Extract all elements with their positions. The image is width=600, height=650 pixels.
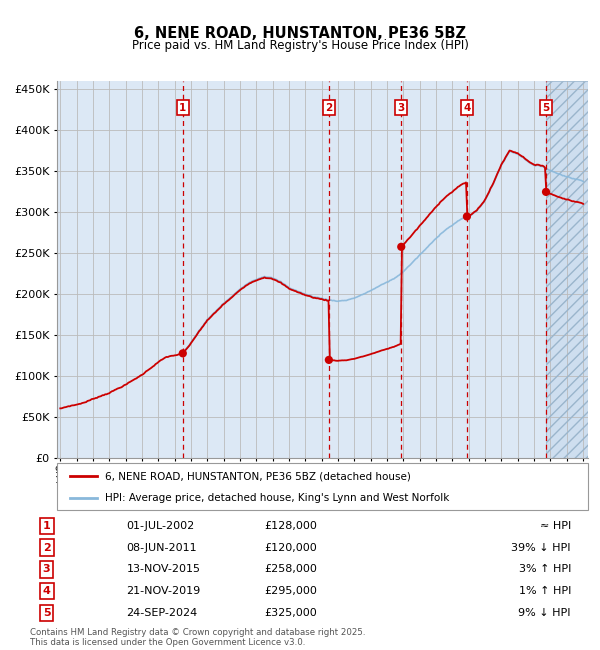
Text: 3: 3 xyxy=(43,564,50,575)
Text: 3: 3 xyxy=(398,103,405,112)
Text: 9% ↓ HPI: 9% ↓ HPI xyxy=(518,608,571,618)
Point xyxy=(397,242,406,252)
Text: 5: 5 xyxy=(43,608,50,618)
Text: Price paid vs. HM Land Registry's House Price Index (HPI): Price paid vs. HM Land Registry's House … xyxy=(131,39,469,52)
Point xyxy=(462,211,472,222)
Text: 1% ↑ HPI: 1% ↑ HPI xyxy=(518,586,571,596)
Text: 6, NENE ROAD, HUNSTANTON, PE36 5BZ: 6, NENE ROAD, HUNSTANTON, PE36 5BZ xyxy=(134,26,466,41)
Text: 01-JUL-2002: 01-JUL-2002 xyxy=(127,521,195,530)
Text: HPI: Average price, detached house, King's Lynn and West Norfolk: HPI: Average price, detached house, King… xyxy=(105,493,449,502)
Bar xyxy=(546,81,588,458)
Text: £258,000: £258,000 xyxy=(264,564,317,575)
Bar xyxy=(546,81,588,458)
Text: 1: 1 xyxy=(43,521,50,530)
Text: £325,000: £325,000 xyxy=(264,608,317,618)
Text: Contains HM Land Registry data © Crown copyright and database right 2025.
This d: Contains HM Land Registry data © Crown c… xyxy=(30,628,365,647)
Text: 5: 5 xyxy=(542,103,550,112)
Point xyxy=(178,348,188,359)
Text: 39% ↓ HPI: 39% ↓ HPI xyxy=(511,543,571,552)
FancyBboxPatch shape xyxy=(57,463,588,510)
Point xyxy=(541,187,551,197)
Text: 08-JUN-2011: 08-JUN-2011 xyxy=(127,543,197,552)
Text: 4: 4 xyxy=(463,103,470,112)
Text: £120,000: £120,000 xyxy=(264,543,317,552)
Text: ≈ HPI: ≈ HPI xyxy=(540,521,571,530)
Text: £295,000: £295,000 xyxy=(264,586,317,596)
Text: 2: 2 xyxy=(325,103,332,112)
Text: 24-SEP-2024: 24-SEP-2024 xyxy=(127,608,198,618)
Text: 2: 2 xyxy=(43,543,50,552)
Text: 6, NENE ROAD, HUNSTANTON, PE36 5BZ (detached house): 6, NENE ROAD, HUNSTANTON, PE36 5BZ (deta… xyxy=(105,471,410,481)
Text: 1: 1 xyxy=(179,103,187,112)
Text: 21-NOV-2019: 21-NOV-2019 xyxy=(127,586,201,596)
Text: 3% ↑ HPI: 3% ↑ HPI xyxy=(518,564,571,575)
Text: 4: 4 xyxy=(43,586,50,596)
Text: 13-NOV-2015: 13-NOV-2015 xyxy=(127,564,200,575)
Point xyxy=(324,355,334,365)
Text: £128,000: £128,000 xyxy=(264,521,317,530)
